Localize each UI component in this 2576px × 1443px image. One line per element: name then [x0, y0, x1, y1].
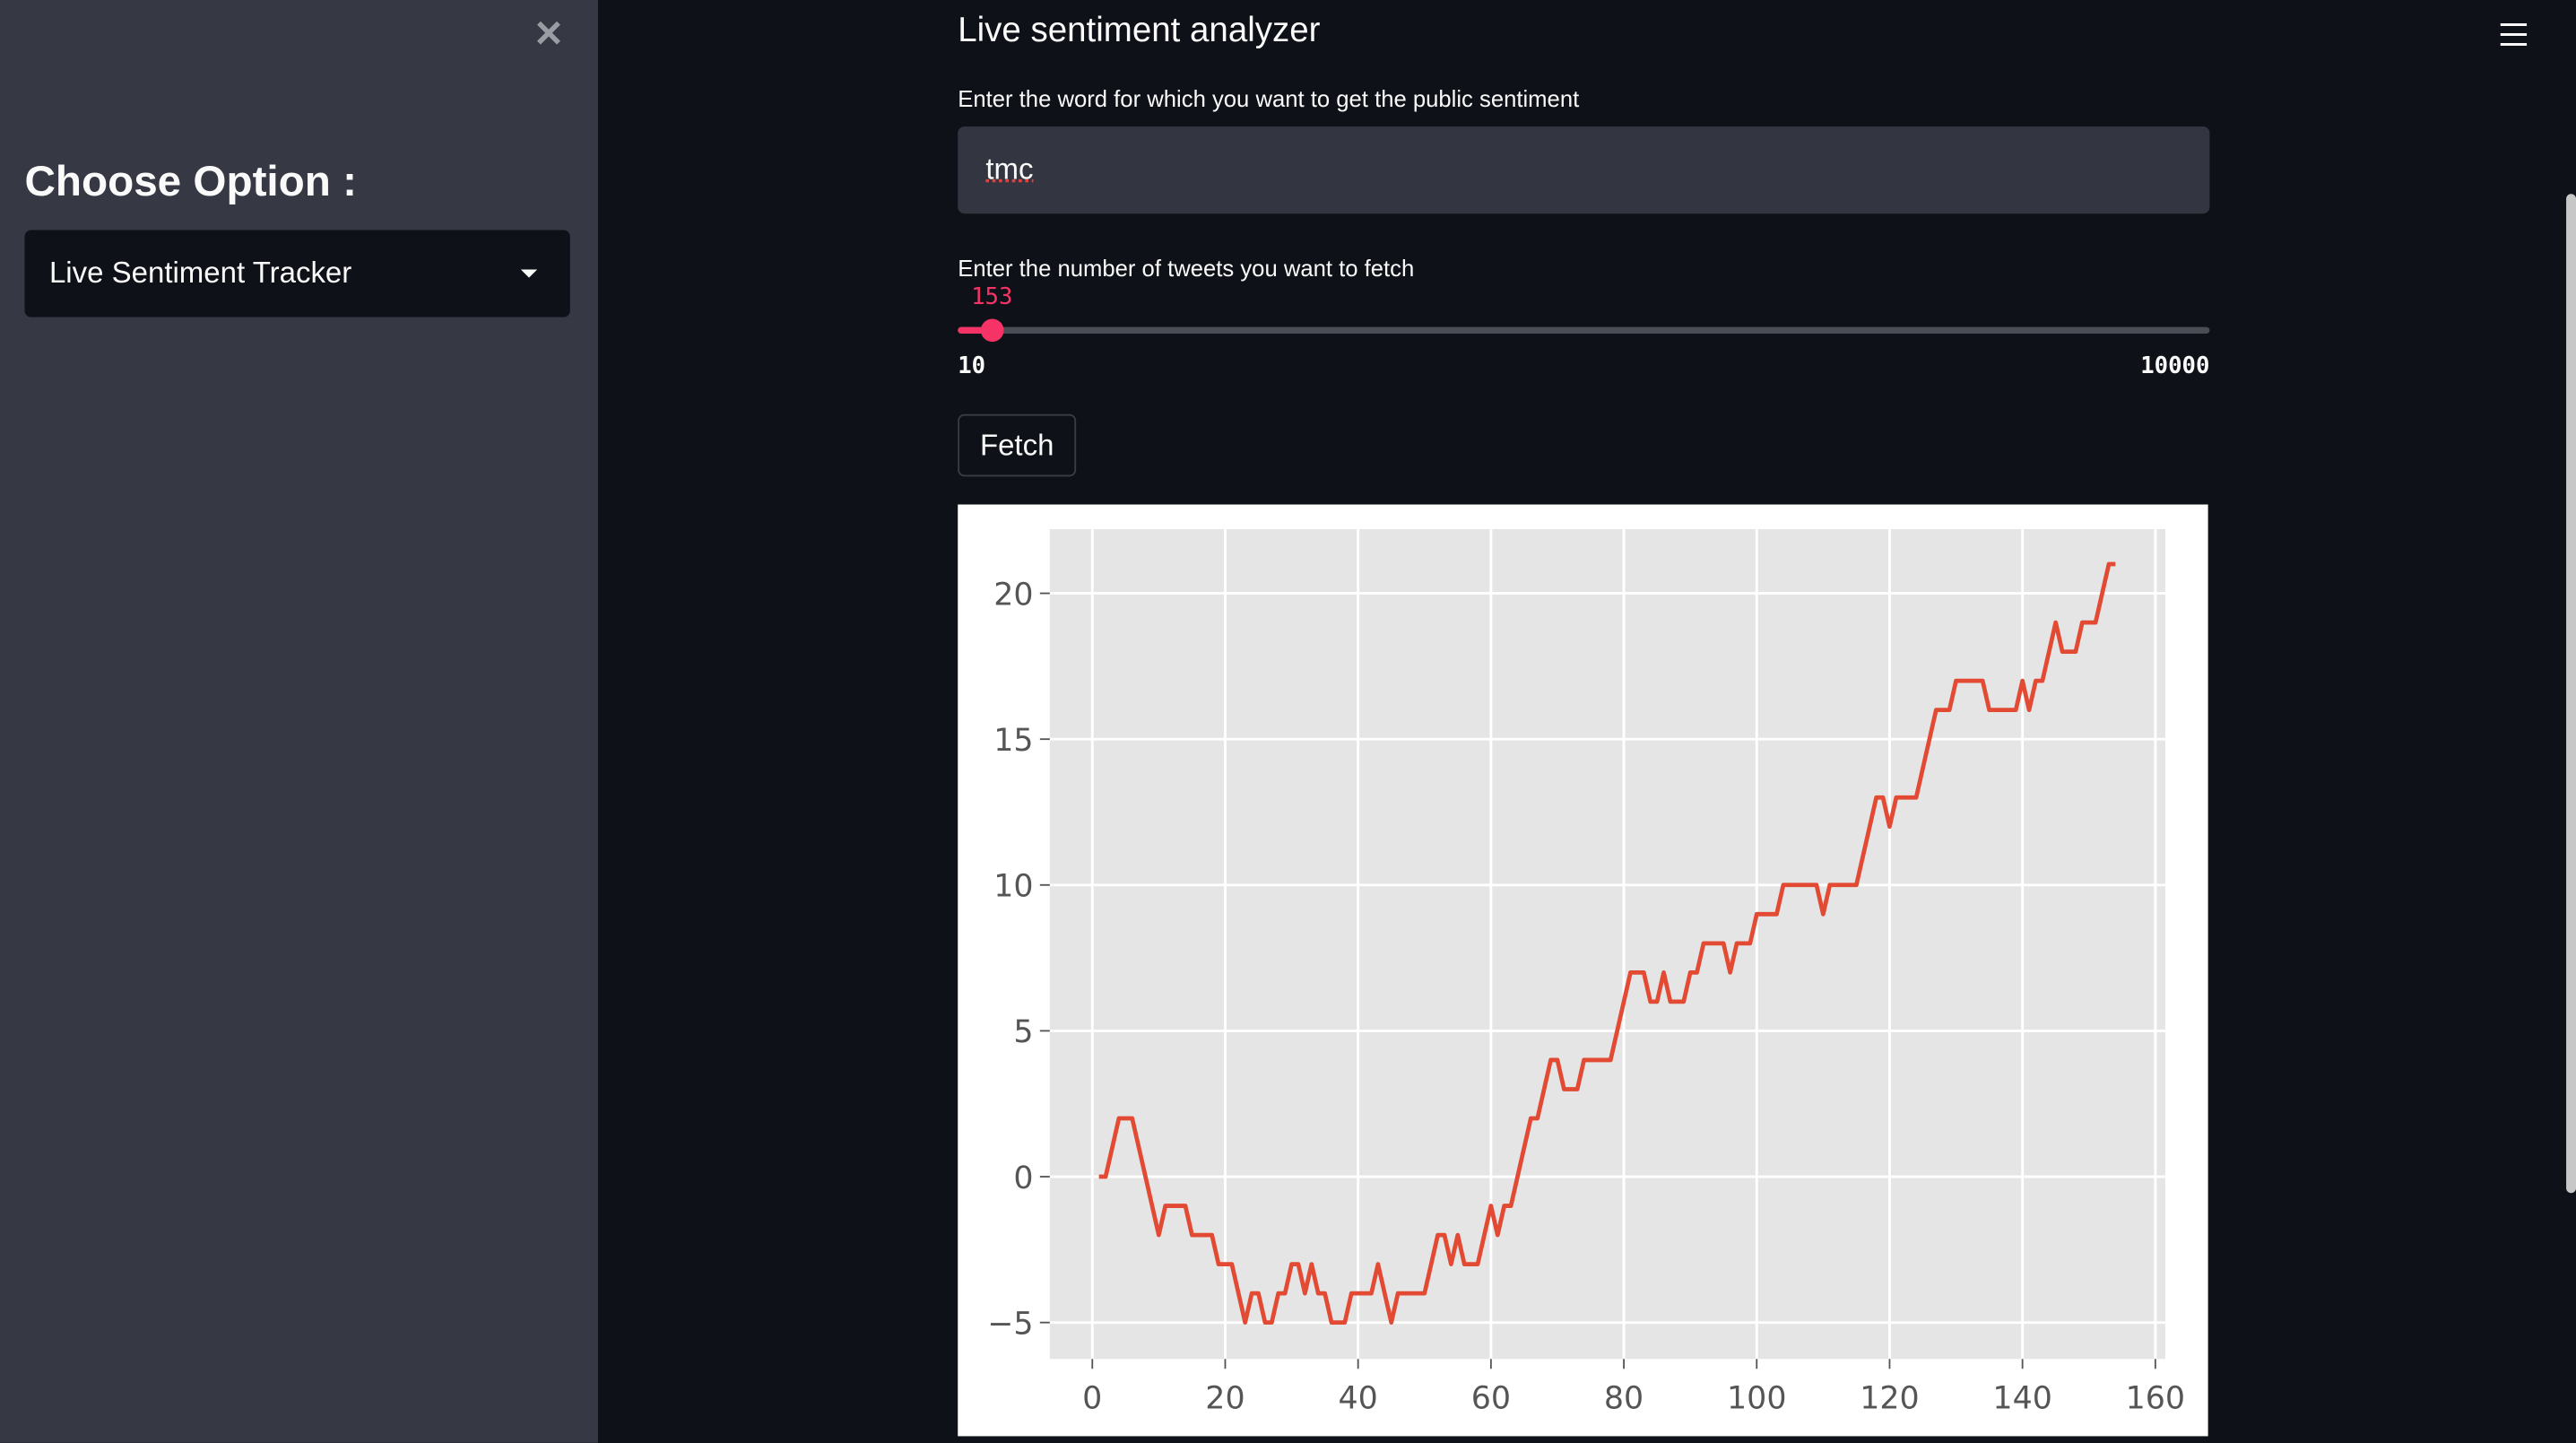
- select-arrow: [520, 269, 538, 278]
- x-tick-label: 80: [1604, 1380, 1644, 1416]
- sidebar: Choose Option : Live Sentiment Tracker: [0, 0, 598, 1443]
- sidebar-heading: Choose Option :: [24, 156, 357, 206]
- input-label: Enter the word for which you want to get…: [958, 85, 1580, 112]
- menu-button[interactable]: [2499, 22, 2528, 48]
- y-tick-label: 20: [993, 577, 1033, 613]
- x-tick-label: 60: [1471, 1380, 1511, 1416]
- chart: −5 0 5 10 15 20 0 20 40 60 80 100 120 140 160: [958, 504, 2208, 1437]
- slider[interactable]: 153 10 10000: [958, 279, 2210, 394]
- line: [1098, 561, 2116, 1326]
- scrollbar[interactable]: [2566, 194, 2576, 1194]
- slider-thumb[interactable]: [980, 318, 1004, 343]
- close-button[interactable]: [533, 18, 563, 48]
- slider-track: [958, 326, 2210, 334]
- y-tick-label: 15: [993, 723, 1033, 759]
- slider-max: 10000: [2140, 352, 2210, 380]
- x-tick-label: 0: [1082, 1380, 1102, 1416]
- input-value: tmc: [985, 152, 1034, 187]
- page-title: Live sentiment analyzer: [958, 11, 1321, 49]
- y-tick-label: 0: [1013, 1160, 1033, 1196]
- x-tick-label: 160: [2126, 1380, 2185, 1416]
- slider-fill: [958, 326, 993, 334]
- x-tick-label: 20: [1205, 1380, 1245, 1416]
- x-tick-label: 100: [1727, 1380, 1786, 1416]
- x-tick-label: 40: [1339, 1380, 1378, 1416]
- select-value: Live Sentiment Tracker: [48, 256, 352, 290]
- slider-label: Enter the number of tweets you want to f…: [958, 255, 1415, 282]
- y-tick-label: 10: [993, 869, 1033, 905]
- fetch-button[interactable]: Fetch: [958, 413, 1077, 477]
- slider-min: 10: [958, 352, 986, 380]
- y-tick-label: 5: [1013, 1014, 1033, 1050]
- text-input[interactable]: tmc: [958, 126, 2210, 214]
- select-box[interactable]: Live Sentiment Tracker: [24, 230, 570, 317]
- x-tick-label: 140: [1992, 1380, 2051, 1416]
- slider-value: 153: [971, 283, 1013, 311]
- plot-area: [1049, 529, 2165, 1360]
- y-tick-label: −5: [987, 1306, 1033, 1342]
- x-tick-label: 120: [1860, 1380, 1919, 1416]
